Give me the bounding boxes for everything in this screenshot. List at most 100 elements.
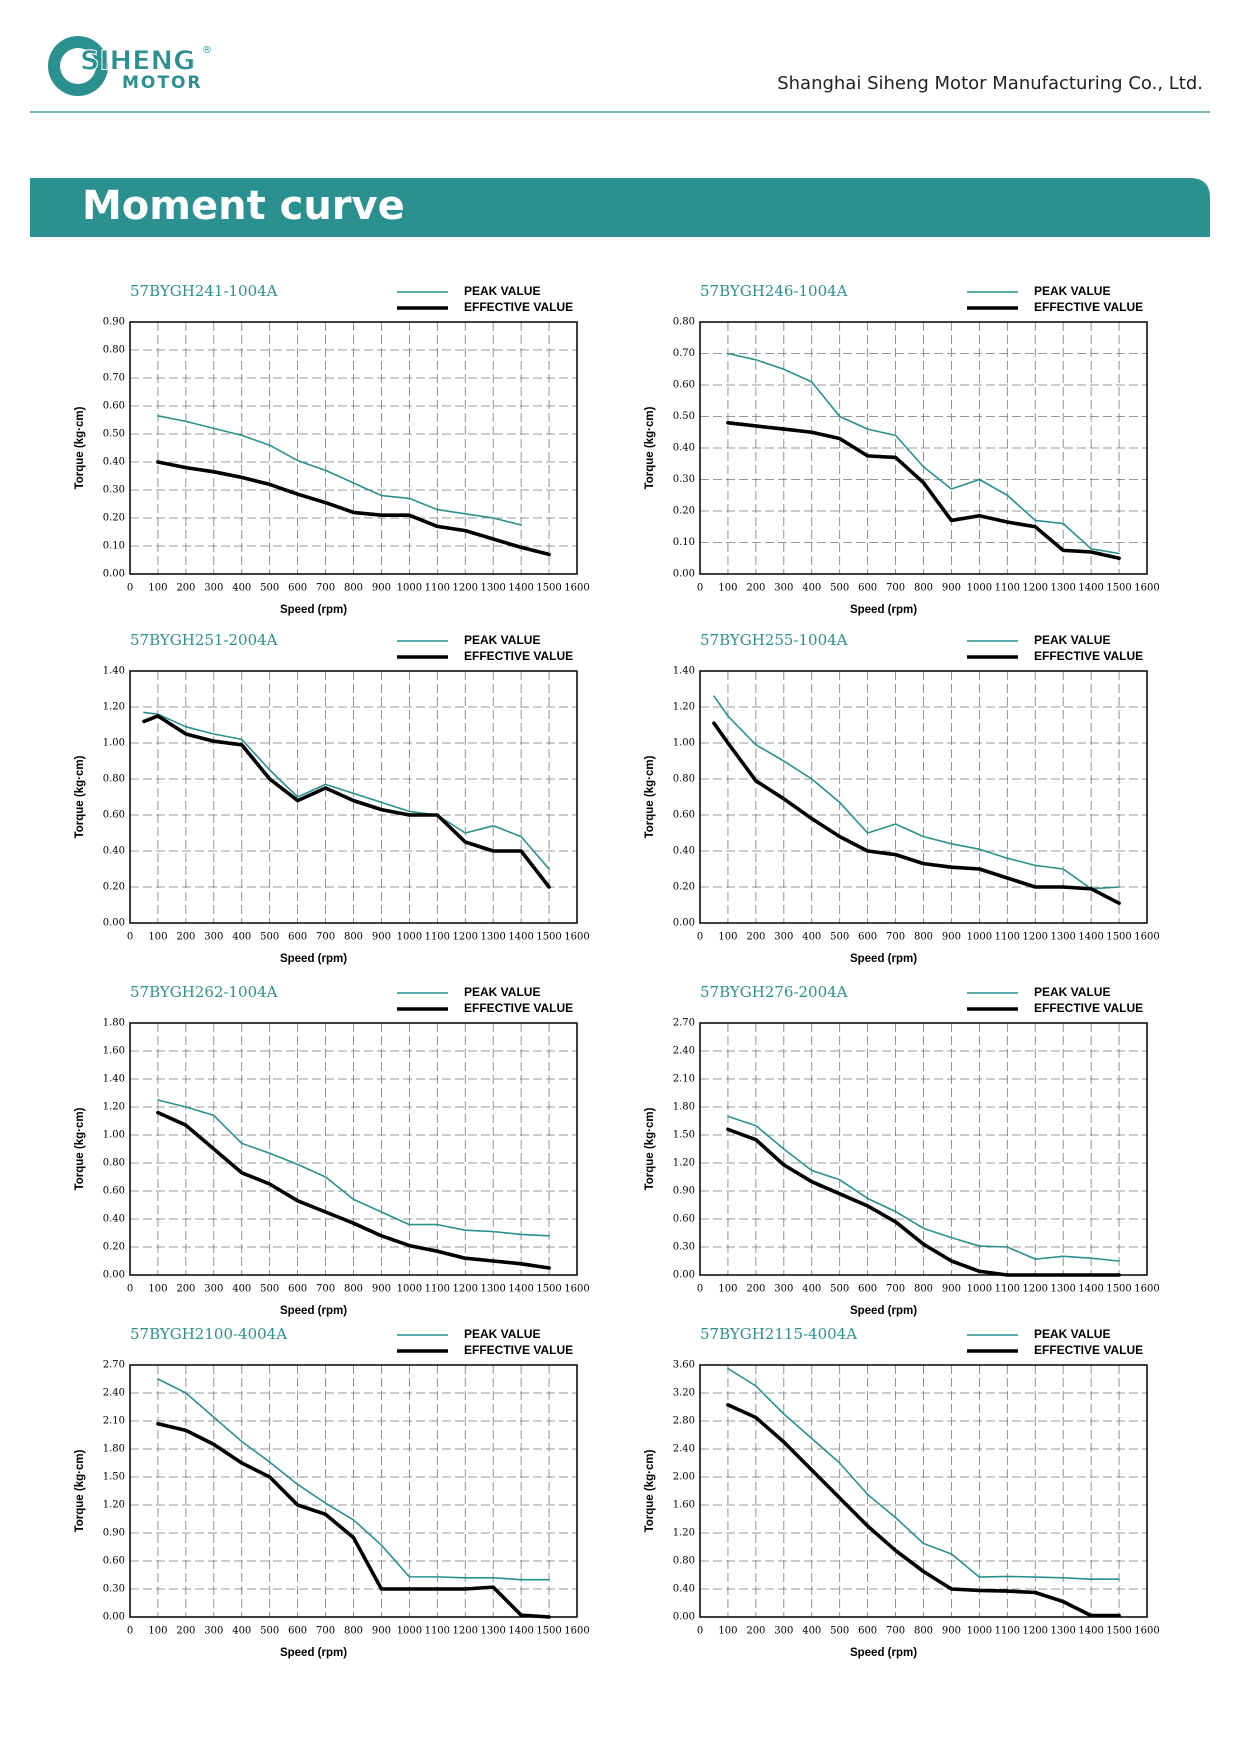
x-tick-label: 100	[718, 1626, 737, 1637]
legend-label: PEAK VALUE	[1034, 1327, 1110, 1341]
x-tick-label: 1600	[1134, 1284, 1159, 1295]
series-line	[727, 1367, 1120, 1580]
chart-title: 57BYGH255-1004A	[700, 631, 848, 649]
y-tick-label: 0.20	[103, 882, 125, 893]
x-tick-label: 1000	[967, 1284, 992, 1295]
x-tick-label: 100	[148, 1626, 167, 1637]
y-tick-label: 0.30	[103, 485, 125, 496]
legend-label: EFFECTIVE VALUE	[464, 1001, 573, 1015]
x-tick-label: 1000	[397, 1626, 422, 1637]
y-tick-label: 0.60	[673, 1214, 695, 1225]
x-tick-label: 800	[914, 583, 933, 594]
x-tick-label: 1300	[480, 1626, 505, 1637]
x-tick-label: 1000	[967, 1626, 992, 1637]
x-tick-label: 1200	[453, 932, 478, 943]
series-line	[143, 711, 550, 870]
y-tick-label: 0.40	[673, 846, 695, 857]
y-tick-label: 1.20	[673, 702, 695, 713]
x-axis-title: Speed (rpm)	[850, 1305, 917, 1317]
chart: 57BYGH251-2004A 0.00 0.20 0.40 0.60 0.80 1.00 1…	[74, 631, 590, 965]
legend-label: PEAK VALUE	[464, 985, 540, 999]
plot-frame	[699, 1364, 1148, 1618]
x-tick-label: 1100	[425, 583, 450, 594]
chart: 57BYGH2115-4004A 0.00 0.40 0.80 1.20 1.60 2.00…	[644, 1325, 1160, 1659]
series-line	[142, 714, 551, 889]
x-tick-label: 900	[372, 1284, 391, 1295]
y-tick-label: 1.40	[103, 666, 125, 677]
x-tick-label: 700	[316, 583, 335, 594]
x-tick-label: 700	[886, 932, 905, 943]
legend-label: EFFECTIVE VALUE	[1034, 1001, 1143, 1015]
x-tick-label: 900	[942, 932, 961, 943]
x-axis-title: Speed (rpm)	[850, 953, 917, 965]
x-tick-label: 200	[746, 583, 765, 594]
chart: 57BYGH241-1004A 0.00 0.10 0.20 0.30 0.40 0.50 0…	[74, 282, 590, 616]
x-tick-label: 300	[774, 1626, 793, 1637]
x-tick-label: 400	[802, 583, 821, 594]
y-tick-label: 0.00	[103, 1612, 125, 1623]
y-tick-label: 0.00	[673, 1612, 695, 1623]
x-tick-label: 200	[746, 932, 765, 943]
y-tick-label: 3.60	[673, 1360, 695, 1371]
y-tick-label: 0.60	[103, 401, 125, 412]
x-tick-label: 1200	[453, 583, 478, 594]
x-tick-label: 800	[344, 932, 363, 943]
y-tick-label: 0.00	[673, 569, 695, 580]
plot-frame	[699, 670, 1148, 924]
y-tick-label: 0.00	[673, 1270, 695, 1281]
x-tick-label: 900	[372, 932, 391, 943]
x-tick-label: 1000	[397, 932, 422, 943]
x-tick-label: 600	[858, 932, 877, 943]
x-tick-label: 500	[260, 932, 279, 943]
x-axis-title: Speed (rpm)	[850, 604, 917, 616]
x-tick-label: 1400	[508, 1284, 533, 1295]
y-axis-title: Torque (kg·cm)	[644, 1107, 656, 1190]
x-tick-label: 700	[316, 1284, 335, 1295]
logo-text: SIHENG	[80, 46, 195, 77]
x-tick-label: 200	[746, 1626, 765, 1637]
x-tick-label: 900	[372, 1626, 391, 1637]
x-tick-label: 1200	[453, 1284, 478, 1295]
y-tick-label: 0.80	[673, 1556, 695, 1567]
x-tick-label: 200	[176, 1284, 195, 1295]
y-tick-label: 2.10	[673, 1074, 695, 1085]
x-tick-label: 400	[802, 932, 821, 943]
y-tick-label: 1.00	[103, 738, 125, 749]
section-title: Moment curve	[82, 183, 405, 229]
x-tick-label: 500	[260, 1626, 279, 1637]
series-line	[727, 1115, 1120, 1262]
x-tick-label: 1300	[480, 583, 505, 594]
x-tick-label: 500	[260, 1284, 279, 1295]
x-tick-label: 1500	[1106, 1284, 1131, 1295]
x-tick-label: 1200	[453, 1626, 478, 1637]
x-tick-label: 800	[914, 1284, 933, 1295]
x-tick-label: 500	[830, 583, 849, 594]
x-tick-label: 600	[288, 1284, 307, 1295]
x-tick-label: 1100	[425, 932, 450, 943]
y-tick-label: 0.80	[673, 317, 695, 328]
x-tick-label: 400	[232, 932, 251, 943]
x-axis-title: Speed (rpm)	[280, 1647, 347, 1659]
x-tick-label: 1200	[1023, 1284, 1048, 1295]
logo-sub: MOTOR	[122, 73, 203, 93]
x-tick-label: 1100	[995, 1626, 1020, 1637]
logo: SIHENG MOTOR ®	[48, 36, 212, 96]
x-tick-label: 1400	[1078, 1284, 1103, 1295]
x-tick-label: 900	[372, 583, 391, 594]
y-tick-label: 0.40	[103, 1214, 125, 1225]
x-tick-label: 0	[697, 932, 703, 943]
plot-frame	[699, 321, 1148, 575]
x-tick-label: 1600	[564, 932, 589, 943]
x-tick-label: 900	[942, 583, 961, 594]
legend-label: PEAK VALUE	[464, 284, 540, 298]
x-tick-label: 900	[942, 1626, 961, 1637]
x-tick-label: 200	[746, 1284, 765, 1295]
chart-title: 57BYGH262-1004A	[130, 983, 278, 1001]
y-tick-label: 0.20	[103, 1242, 125, 1253]
x-tick-label: 1100	[995, 583, 1020, 594]
y-tick-label: 2.70	[673, 1018, 695, 1029]
x-tick-label: 1000	[967, 583, 992, 594]
y-tick-label: 0.80	[673, 774, 695, 785]
plot-frame	[699, 1022, 1148, 1276]
y-tick-label: 1.20	[103, 702, 125, 713]
